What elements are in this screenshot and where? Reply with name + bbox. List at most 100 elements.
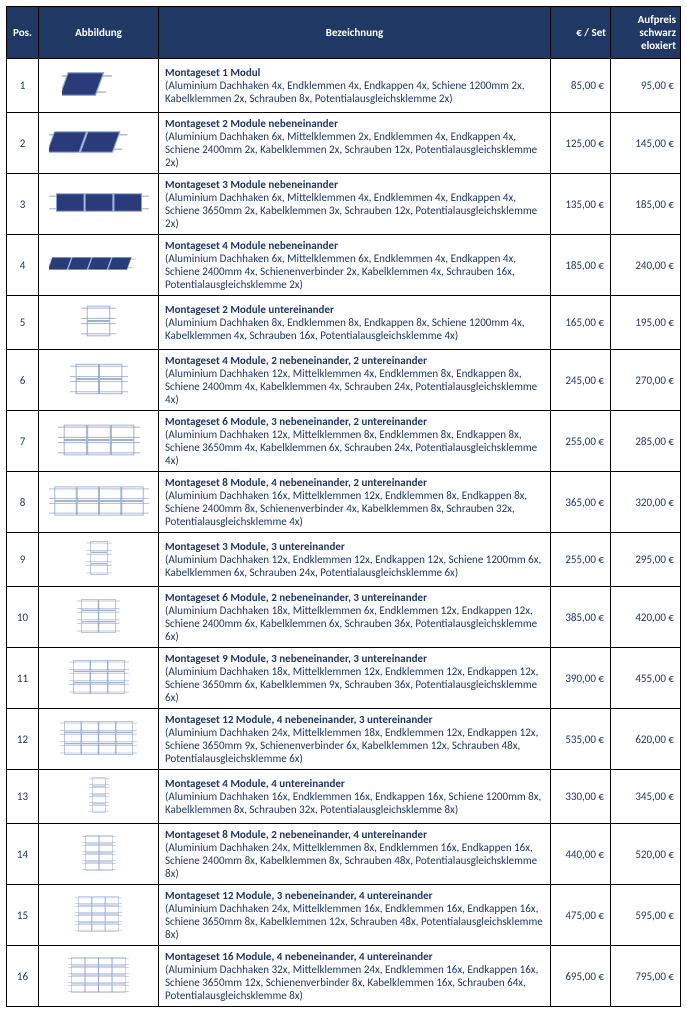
table-row: 13 Montageset 4 Module, 4 untereinander(A…	[7, 770, 681, 824]
desc-title: Montageset 8 Module, 4 nebeneinander, 2 …	[165, 476, 544, 489]
table-row: 11Montageset 9 Module, 3 nebeneinander, …	[7, 648, 681, 709]
table-row: 8 Montageset 8 Module, 4 nebeneinander, 2…	[7, 472, 681, 533]
cell-image	[39, 770, 159, 824]
table-row: 4Montageset 4 Module nebeneinander(Alumi…	[7, 235, 681, 296]
cell-description: Montageset 12 Module, 3 nebeneinander, 4…	[159, 885, 551, 946]
cell-surcharge: 520,00 €	[611, 824, 681, 885]
table-row: 10Montageset 6 Module, 2 nebeneinander, …	[7, 587, 681, 648]
cell-surcharge: 270,00 €	[611, 350, 681, 411]
cell-price: 165,00 €	[551, 296, 611, 350]
desc-detail: (Aluminium Dachhaken 12x, Mittelklemmen …	[165, 428, 544, 467]
panel-layout-icon	[62, 63, 136, 105]
cell-surcharge: 620,00 €	[611, 709, 681, 770]
cell-description: Montageset 2 Module untereinander(Alumin…	[159, 296, 551, 350]
cell-surcharge: 345,00 €	[611, 770, 681, 824]
desc-detail: (Aluminium Dachhaken 16x, Endklemmen 16x…	[165, 790, 544, 816]
panel-layout-icon	[77, 595, 120, 637]
cell-image	[39, 235, 159, 296]
cell-price: 255,00 €	[551, 533, 611, 587]
cell-price: 125,00 €	[551, 113, 611, 174]
desc-title: Montageset 4 Module nebeneinander	[165, 239, 544, 252]
cell-image	[39, 648, 159, 709]
cell-image	[39, 587, 159, 648]
desc-title: Montageset 6 Module, 2 nebeneinander, 3 …	[165, 591, 544, 604]
cell-price: 440,00 €	[551, 824, 611, 885]
panel-layout-icon	[89, 774, 109, 816]
cell-description: Montageset 4 Module, 4 untereinander(Alu…	[159, 770, 551, 824]
cell-pos: 13	[7, 770, 39, 824]
desc-title: Montageset 6 Module, 3 nebeneinander, 2 …	[165, 415, 544, 428]
desc-detail: (Aluminium Dachhaken 4x, Endklemmen 4x, …	[165, 79, 544, 105]
cell-price: 365,00 €	[551, 472, 611, 533]
cell-description: Montageset 9 Module, 3 nebeneinander, 3 …	[159, 648, 551, 709]
cell-surcharge: 185,00 €	[611, 174, 681, 235]
cell-pos: 7	[7, 411, 39, 472]
panel-layout-icon	[82, 832, 116, 874]
cell-pos: 8	[7, 472, 39, 533]
cell-surcharge: 195,00 €	[611, 296, 681, 350]
table-row: 5 Montageset 2 Module untereinander(Alumi…	[7, 296, 681, 350]
cell-price: 135,00 €	[551, 174, 611, 235]
panel-layout-icon	[49, 252, 149, 275]
cell-image	[39, 472, 159, 533]
cell-price: 535,00 €	[551, 709, 611, 770]
cell-description: Montageset 4 Module, 2 nebeneinander, 2 …	[159, 350, 551, 411]
cell-surcharge: 240,00 €	[611, 235, 681, 296]
desc-title: Montageset 3 Module nebeneinander	[165, 178, 544, 191]
cell-price: 185,00 €	[551, 235, 611, 296]
cell-price: 245,00 €	[551, 350, 611, 411]
cell-image	[39, 709, 159, 770]
cell-surcharge: 295,00 €	[611, 533, 681, 587]
cell-pos: 2	[7, 113, 39, 174]
table-row: 15 Montageset 12 Module, 3 nebeneinander,…	[7, 885, 681, 946]
cell-surcharge: 595,00 €	[611, 885, 681, 946]
cell-description: Montageset 1 Modul(Aluminium Dachhaken 4…	[159, 59, 551, 113]
desc-detail: (Aluminium Dachhaken 18x, Mittelklemmen …	[165, 604, 544, 643]
cell-image	[39, 411, 159, 472]
table-row: 6Montageset 4 Module, 2 nebeneinander, 2…	[7, 350, 681, 411]
cell-pos: 3	[7, 174, 39, 235]
desc-title: Montageset 2 Module untereinander	[165, 303, 544, 316]
panel-layout-icon	[49, 123, 149, 161]
cell-surcharge: 95,00 €	[611, 59, 681, 113]
cell-price: 85,00 €	[551, 59, 611, 113]
desc-title: Montageset 9 Module, 3 nebeneinander, 3 …	[165, 652, 544, 665]
cell-pos: 15	[7, 885, 39, 946]
cell-price: 475,00 €	[551, 885, 611, 946]
cell-surcharge: 285,00 €	[611, 411, 681, 472]
desc-detail: (Aluminium Dachhaken 24x, Mittelklemmen …	[165, 902, 544, 941]
panel-layout-icon	[60, 717, 137, 759]
cell-price: 695,00 €	[551, 946, 611, 1007]
cell-pos: 9	[7, 533, 39, 587]
cell-pos: 5	[7, 296, 39, 350]
desc-title: Montageset 12 Module, 3 nebeneinander, 4…	[165, 889, 544, 902]
cell-price: 330,00 €	[551, 770, 611, 824]
table-row: 16Montageset 16 Module, 4 nebeneinander,…	[7, 946, 681, 1007]
header-row: Pos. Abbildung Bezeichnung € / Set Aufpr…	[7, 7, 681, 59]
table-row: 3 Montageset 3 Module nebeneinander(Alumi…	[7, 174, 681, 235]
cell-surcharge: 420,00 €	[611, 587, 681, 648]
table-row: 9 Montageset 3 Module, 3 untereinander(Al…	[7, 533, 681, 587]
cell-surcharge: 795,00 €	[611, 946, 681, 1007]
cell-pos: 14	[7, 824, 39, 885]
cell-description: Montageset 16 Module, 4 nebeneinander, 4…	[159, 946, 551, 1007]
cell-image	[39, 59, 159, 113]
panel-layout-icon	[68, 954, 129, 996]
table-row: 7 Montageset 6 Module, 3 nebeneinander, 2…	[7, 411, 681, 472]
desc-title: Montageset 8 Module, 2 nebeneinander, 4 …	[165, 828, 544, 841]
cell-surcharge: 145,00 €	[611, 113, 681, 174]
desc-detail: (Aluminium Dachhaken 12x, Endklemmen 12x…	[165, 553, 544, 579]
panel-layout-icon	[49, 481, 149, 521]
cell-description: Montageset 3 Module, 3 untereinander(Alu…	[159, 533, 551, 587]
desc-detail: (Aluminium Dachhaken 12x, Mittelklemmen …	[165, 367, 544, 406]
cell-image	[39, 350, 159, 411]
cell-surcharge: 455,00 €	[611, 648, 681, 709]
cell-description: Montageset 12 Module, 4 nebeneinander, 3…	[159, 709, 551, 770]
table-row: 12 Montageset 12 Module, 4 nebeneinander,…	[7, 709, 681, 770]
cell-image	[39, 946, 159, 1007]
cell-pos: 12	[7, 709, 39, 770]
cell-price: 390,00 €	[551, 648, 611, 709]
cell-surcharge: 320,00 €	[611, 472, 681, 533]
desc-title: Montageset 3 Module, 3 untereinander	[165, 540, 544, 553]
desc-detail: (Aluminium Dachhaken 6x, Mittelklemmen 4…	[165, 191, 544, 230]
